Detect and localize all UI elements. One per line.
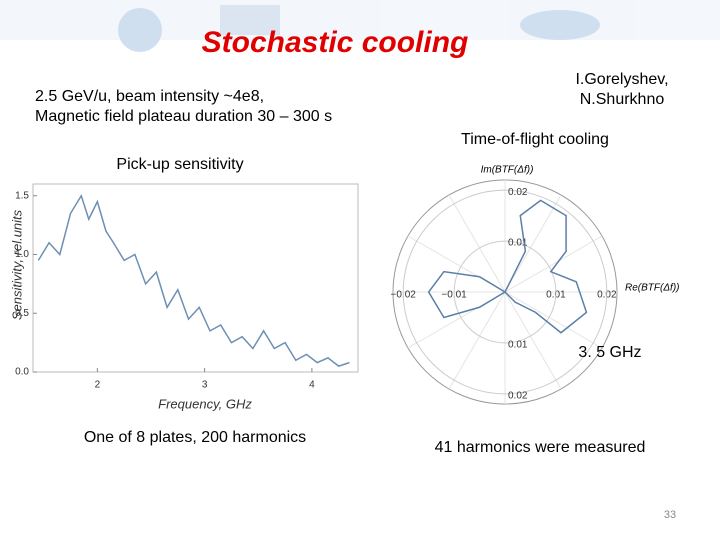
slide-title: Stochastic cooling xyxy=(202,26,469,59)
authors: N.Shurkhno xyxy=(580,91,665,108)
conditions: 2.5 GeV/u, beam intensity ~4e8, xyxy=(35,88,264,105)
plot-frame xyxy=(32,183,359,373)
y-tick-label: 0.02 xyxy=(508,187,528,198)
x-tick-label: 2 xyxy=(95,380,101,391)
spoke xyxy=(504,291,603,349)
x-tick-label: 4 xyxy=(309,380,315,391)
spoke xyxy=(504,194,562,293)
y-tick-label: 0.01 xyxy=(508,238,528,249)
y-tick-label: 0.02 xyxy=(508,390,528,401)
caption: 41 harmonics were measured xyxy=(435,439,646,456)
spoke xyxy=(504,291,562,390)
data-curve xyxy=(427,199,588,334)
spoke xyxy=(504,235,603,293)
x-axis-title: Re(BTF(Δf)) xyxy=(625,283,679,294)
x-tick-label: 3 xyxy=(202,380,208,391)
data-line xyxy=(37,193,350,367)
header-decor xyxy=(0,0,720,52)
y-axis-title: Im(BTF(Δf)) xyxy=(481,165,534,176)
chart-title: Time-of-flight cooling xyxy=(461,131,609,148)
y-tick-label: 0.0 xyxy=(15,367,29,378)
spoke xyxy=(448,194,506,293)
chart-title: Pick-up sensitivity xyxy=(116,156,243,173)
authors: I.Gorelyshev, xyxy=(575,71,668,88)
caption: One of 8 plates, 200 harmonics xyxy=(84,429,306,446)
y-tick-label: 1.5 xyxy=(15,190,29,201)
grid-circle xyxy=(453,240,557,344)
x-axis-title: Frequency, GHz xyxy=(158,396,252,411)
annotation: 3. 5 GHz xyxy=(578,344,641,361)
y-tick-label: 0.5 xyxy=(15,308,29,319)
grid-circle xyxy=(402,189,608,395)
page-number: 33 xyxy=(664,509,676,521)
y-tick-label: 1.0 xyxy=(15,249,29,260)
y-tick-label: 0.01 xyxy=(508,340,528,351)
y-axis-title: Sensitivity, rel.units xyxy=(9,209,24,320)
spoke xyxy=(448,291,506,390)
conditions: Magnetic field plateau duration 30 – 300… xyxy=(35,108,332,125)
